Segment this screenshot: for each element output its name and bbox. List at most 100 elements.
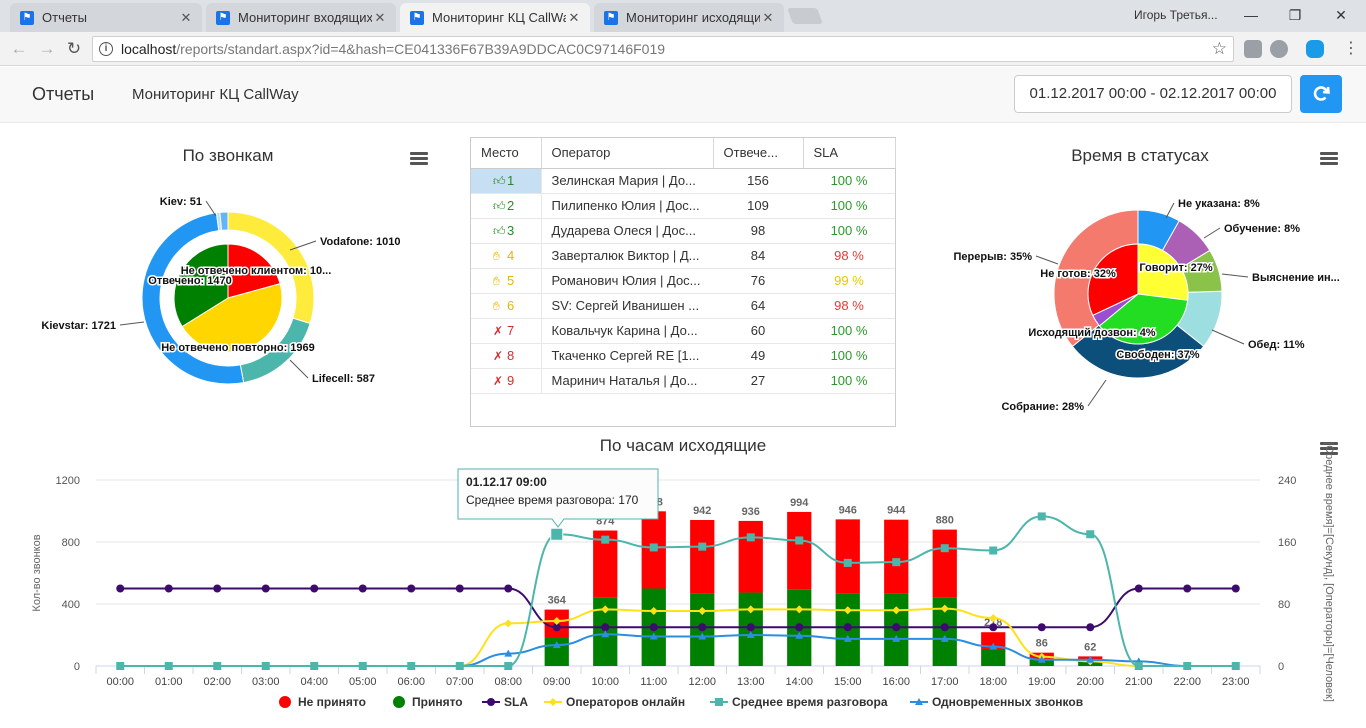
cell-place: ✋︎ 6	[471, 293, 541, 319]
reload-icon[interactable]: ↻	[66, 39, 82, 58]
back-arrow-icon[interactable]: ←	[10, 39, 28, 58]
forward-arrow-icon[interactable]: →	[38, 39, 56, 58]
x-tick-label: 22:00	[1173, 676, 1201, 688]
bar-not-accepted	[738, 520, 763, 593]
x-tick-label: 15:00	[834, 676, 862, 688]
cell-sla: 100 %	[803, 218, 895, 244]
window-close-icon[interactable]: ✕	[1335, 7, 1347, 23]
extension-icon[interactable]	[1270, 40, 1288, 58]
column-header-place[interactable]: Место	[471, 138, 542, 169]
navbar-link-callway[interactable]: Мониторинг КЦ CallWay	[132, 86, 299, 103]
hamburger-menu-icon[interactable]	[1320, 152, 1338, 166]
avg-talk-time-point	[504, 662, 513, 670]
table-row[interactable]: ✋︎ 6 SV: Сергей Иванишен ... 64 98 %	[471, 293, 895, 319]
table-row[interactable]: ✗ 9 Маринич Наталья | До... 27 100 %	[471, 368, 895, 394]
table-row[interactable]: 👍︎1 Зелинская Мария | До... 156 100 %	[471, 168, 895, 194]
info-icon[interactable]: i	[99, 42, 113, 56]
browser-user[interactable]: Игорь Третья...	[1134, 8, 1218, 22]
browser-menu-icon[interactable]: ⋮	[1343, 40, 1359, 57]
sla-point	[213, 584, 222, 593]
cell-answered: 60	[713, 318, 803, 344]
sla-point	[552, 623, 561, 632]
bar-total-label: 880	[936, 515, 954, 527]
x-tick-label: 09:00	[543, 676, 571, 688]
browser-tab-outgoing[interactable]: ⚑ Мониторинг исходящих ✕	[594, 3, 784, 32]
address-bar[interactable]: i localhost /reports/standart.aspx?id=4&…	[92, 36, 1234, 62]
browser-tab-reports[interactable]: ⚑ Отчеты ✕	[10, 3, 202, 32]
avg-talk-time-point	[892, 558, 901, 567]
pie-label-kievstar: Kievstar: 1721	[41, 320, 116, 332]
cloud-extension-icon[interactable]	[1306, 40, 1324, 58]
table-row[interactable]: ✋︎ 5 Романович Юлия | Дос... 76 99 %	[471, 268, 895, 294]
legend-marker	[487, 698, 495, 706]
pie-label-lifecell: Lifecell: 587	[312, 373, 375, 385]
legend-marker	[279, 696, 291, 708]
browser-tab-incoming[interactable]: ⚑ Мониторинг входящих ✕	[206, 3, 396, 32]
browser-tab-callway[interactable]: ⚑ Мониторинг КЦ CallWay ✕	[400, 3, 590, 32]
cell-place: ✋︎ 5	[471, 268, 541, 294]
close-icon[interactable]: ✕	[180, 9, 192, 25]
place-value: 5	[507, 272, 515, 288]
chart-tooltip: 01.12.17 09:00 Среднее время разговора: 1…	[457, 468, 659, 528]
legend-item[interactable]: SLA	[482, 695, 528, 709]
place-value: 3	[507, 222, 515, 238]
close-icon[interactable]: ✕	[568, 9, 580, 25]
place-value: 9	[507, 373, 515, 388]
x-tick-label: 13:00	[737, 676, 765, 688]
pie-label-unanswered-repeat: Не отвечено повторно: 1969	[161, 342, 315, 354]
close-icon[interactable]: ✕	[762, 9, 774, 25]
cell-operator: Пилипенко Юлия | Дос...	[540, 193, 713, 219]
close-icon[interactable]: ✕	[374, 9, 386, 25]
column-header-answered[interactable]: Отвече...	[713, 138, 804, 169]
maximize-icon[interactable]: ❐	[1288, 7, 1302, 23]
bar-total-label: 936	[742, 506, 760, 518]
pie-label-not-ready: Не готов: 32%	[1040, 268, 1116, 280]
status-pie-chart: Не указана: 8% Обучение: 8% Выяснение ин..…	[954, 198, 1340, 413]
column-header-operator[interactable]: Оператор	[541, 138, 714, 169]
tab-title: Мониторинг КЦ CallWay	[432, 10, 566, 25]
table-row[interactable]: ✗ 8 Ткаченко Сергей RE [1... 49 100 %	[471, 343, 895, 369]
date-range-input[interactable]: 01.12.2017 00:00 - 02.12.2017 00:00	[1014, 75, 1292, 113]
legend-label: Одновременных звонков	[932, 695, 1083, 709]
chart-legend: Не принято Принято SLA Операторов онлайн Сре…	[279, 695, 1083, 709]
legend-item[interactable]: Не принято	[279, 695, 366, 709]
concurrent-calls-point	[698, 632, 707, 640]
refresh-button[interactable]	[1300, 75, 1342, 113]
legend-item[interactable]: Операторов онлайн	[544, 695, 685, 709]
pie-label-free: Свободен: 37%	[1116, 349, 1199, 361]
new-tab-button[interactable]	[787, 8, 823, 24]
refresh-icon	[1313, 86, 1330, 101]
pie-label-training: Обучение: 8%	[1224, 223, 1300, 235]
minimize-icon[interactable]: —	[1244, 7, 1258, 23]
place-value: 4	[507, 247, 515, 263]
table-row[interactable]: 👍︎2 Пилипенко Юлия | Дос... 109 100 %	[471, 193, 895, 219]
pie-label-unanswered-client: Не отвечено клиентом: 10...	[181, 265, 332, 277]
legend-label: Не принято	[298, 695, 366, 709]
hand-icon: ✋︎	[493, 273, 500, 288]
table-row[interactable]: ✋︎ 4 Заверталюк Виктор | Д... 84 98 %	[471, 243, 895, 269]
table-row[interactable]: 👍︎3 Дударева Олеся | Дос... 98 100 %	[471, 218, 895, 244]
concurrent-calls-point	[601, 630, 610, 638]
pie-label-free: Свободен: 37%	[1116, 349, 1199, 361]
table-row[interactable]: ✗ 7 Ковальчук Карина | До... 60 100 %	[471, 318, 895, 344]
table-header-row: Место Оператор Отвече... SLA	[471, 138, 896, 169]
legend-item[interactable]: Среднее время разговора	[710, 695, 888, 709]
cell-answered: 109	[713, 193, 803, 219]
legend-item[interactable]: Принято	[393, 695, 463, 709]
pie-label-talking: Говорит: 27%	[1139, 262, 1213, 274]
operators-online-point	[552, 617, 561, 626]
concurrent-calls-point	[795, 631, 804, 639]
legend-item[interactable]: Одновременных звонков	[910, 695, 1083, 709]
navbar-brand[interactable]: Отчеты	[32, 84, 95, 104]
address-toolbar: ← → ↻ i localhost /reports/standart.aspx…	[0, 32, 1366, 66]
bookmark-star-icon[interactable]: ☆	[1211, 39, 1227, 58]
operators-online-point	[795, 605, 804, 614]
x-tick-label: 23:00	[1222, 676, 1250, 688]
thumbs-up-icon: 👍︎	[493, 173, 506, 188]
hamburger-menu-icon[interactable]	[410, 152, 428, 166]
hand-icon: ✋︎	[493, 248, 500, 263]
shield-extension-icon[interactable]	[1244, 40, 1262, 58]
column-header-sla[interactable]: SLA	[803, 138, 896, 169]
hamburger-menu-icon[interactable]	[1320, 442, 1338, 456]
x-tick-label: 01:00	[155, 676, 183, 688]
